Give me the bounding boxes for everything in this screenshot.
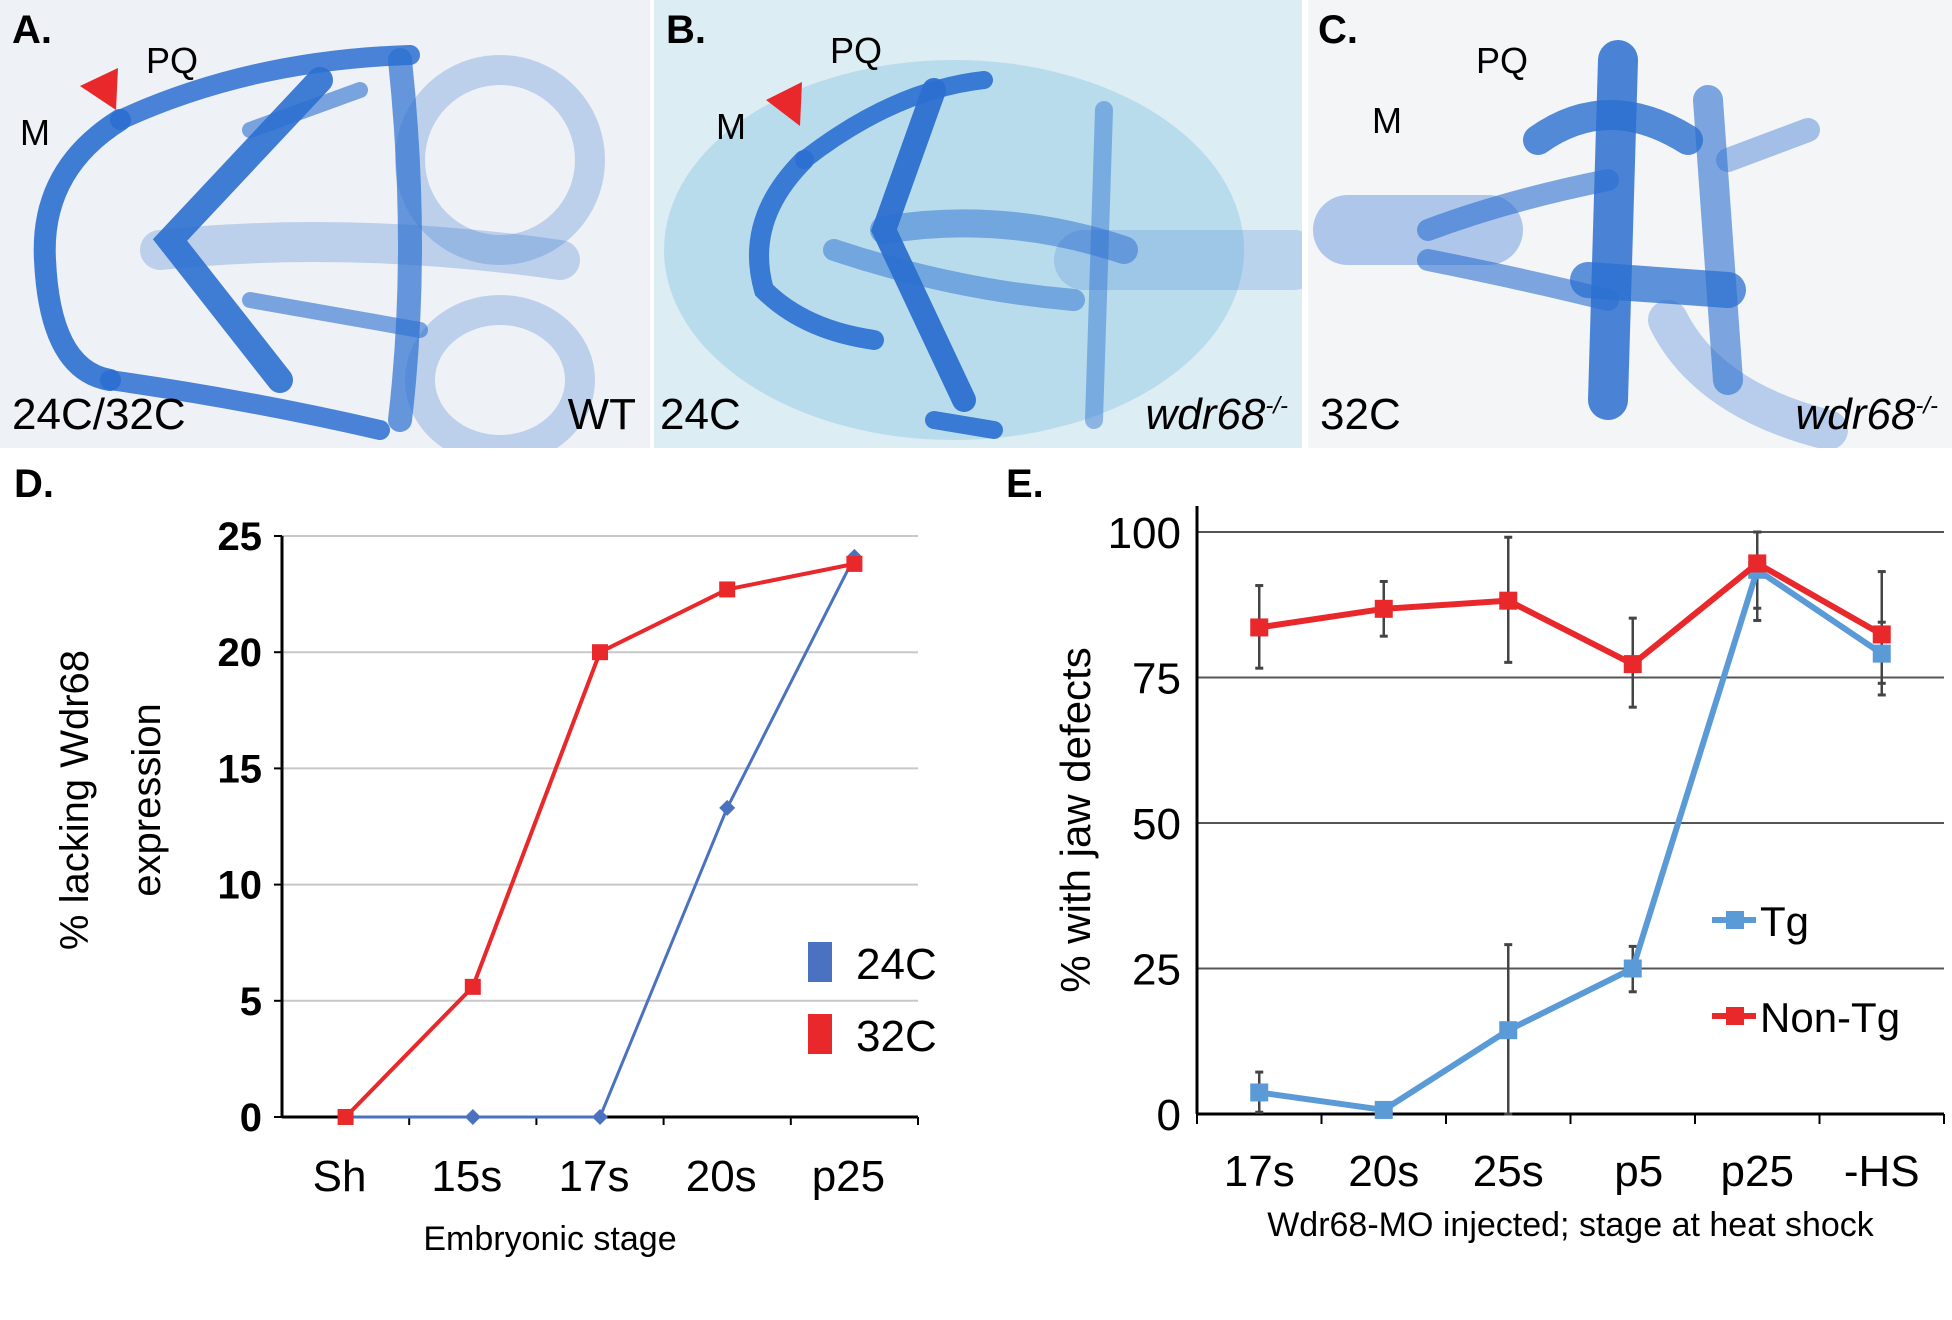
data-point-32C <box>846 555 863 572</box>
x-tick-label: p25 <box>1721 1147 1794 1196</box>
red-arrowhead-icon <box>80 68 118 110</box>
chart-d: 0 5 10 15 20 25 Sh 15s 17s 20s p25 Embryonic stage%… <box>53 515 937 1258</box>
y-axis-title: % lacking Wdr68 <box>53 650 97 950</box>
series-line-Tg <box>1258 565 1884 1114</box>
data-point-Tg <box>1623 959 1642 978</box>
data-point-Non-Tg <box>1872 625 1891 644</box>
data-point-32C <box>464 978 481 995</box>
y-tick-label: 50 <box>1132 800 1181 849</box>
data-point-Non-Tg <box>1623 655 1642 674</box>
legend-swatch-32C <box>808 1014 832 1054</box>
y-tick-label: 75 <box>1132 655 1181 704</box>
data-point-32C <box>337 1109 354 1125</box>
genotype-base: wdr68 <box>1145 390 1266 439</box>
series-line-Non-Tg <box>1258 559 1884 668</box>
x-tick-label: 25s <box>1473 1147 1544 1196</box>
m-label: M <box>20 112 50 153</box>
condition-label: 24C/32C <box>12 390 186 439</box>
legend-marker-Non-Tg <box>1726 1007 1744 1025</box>
x-tick-label: -HS <box>1844 1147 1920 1196</box>
panel-label-d: D. <box>14 462 54 506</box>
red-arrowhead-icon <box>766 82 802 126</box>
legend-label-Tg: Tg <box>1760 898 1809 945</box>
pq-label: PQ <box>146 40 199 81</box>
data-point-Non-Tg <box>1748 554 1767 573</box>
panel-label-c: C. <box>1318 8 1358 52</box>
m-label: M <box>716 106 746 147</box>
y-axis-title: expression <box>125 703 169 896</box>
panel-label-b: B. <box>666 8 706 52</box>
data-point-24C <box>464 1109 481 1125</box>
x-tick-label: Sh <box>313 1152 367 1201</box>
genotype-superscript: -/- <box>1265 392 1288 420</box>
y-tick-label: 25 <box>1132 946 1181 995</box>
x-tick-label: p5 <box>1614 1147 1663 1196</box>
condition-label: 24C <box>660 390 741 439</box>
panel-a-micrograph: A. PQ M 24C/32C WT <box>0 0 650 448</box>
panel-b-micrograph: B. PQ M 24C wdr68-/- <box>654 0 1302 448</box>
x-axis-title: Wdr68-MO injected; stage at heat shock <box>1267 1206 1875 1244</box>
y-tick-label: 25 <box>218 515 263 559</box>
data-point-32C <box>592 644 608 661</box>
pq-label: PQ <box>830 30 883 71</box>
y-tick-label: 0 <box>1157 1091 1181 1140</box>
legend-label-Non-Tg: Non-Tg <box>1760 994 1900 1041</box>
x-tick-label: 17s <box>559 1152 630 1201</box>
y-tick-label: 5 <box>240 980 262 1024</box>
y-tick-label: 10 <box>218 864 263 908</box>
genotype-superscript: -/- <box>1915 392 1938 420</box>
cartilage-stain-image-c <box>1313 40 1848 448</box>
x-tick-label: 20s <box>686 1152 757 1201</box>
data-point-Tg <box>1250 1083 1269 1102</box>
panel-label-e: E. <box>1006 462 1044 506</box>
legend-label-32C: 32C <box>856 1012 937 1061</box>
cartilage-stain-image-b <box>664 60 1302 440</box>
data-point-Non-Tg <box>1374 599 1393 618</box>
data-point-Tg <box>1499 1021 1518 1040</box>
genotype-base: wdr68 <box>1795 390 1916 439</box>
x-axis-title: Embryonic stage <box>423 1220 676 1258</box>
x-tick-label: p25 <box>812 1152 885 1201</box>
genotype-label: wdr68-/- <box>1796 390 1939 440</box>
x-tick-label: 15s <box>431 1152 502 1201</box>
data-point-32C <box>719 581 736 598</box>
data-point-Tg <box>1374 1100 1393 1119</box>
y-tick-label: 20 <box>218 631 263 675</box>
legend-label-24C: 24C <box>856 940 937 989</box>
legend-marker-Tg <box>1726 911 1744 929</box>
genotype-label: wdr68-/- <box>1146 390 1289 440</box>
data-point-24C <box>592 1109 608 1125</box>
genotype-label: WT <box>567 390 636 439</box>
y-tick-label: 100 <box>1108 509 1181 558</box>
panel-c-micrograph: C. PQ M 32C wdr68-/- <box>1308 0 1952 448</box>
y-tick-label: 0 <box>240 1096 262 1140</box>
data-point-24C <box>719 799 736 816</box>
x-tick-label: 17s <box>1224 1147 1295 1196</box>
data-point-Non-Tg <box>1499 591 1518 610</box>
y-axis-title: % with jaw defects <box>1052 647 1099 992</box>
panel-label-a: A. <box>12 8 52 52</box>
condition-label: 32C <box>1320 390 1401 439</box>
data-point-Tg <box>1872 644 1891 663</box>
m-label: M <box>1372 100 1402 141</box>
y-tick-label: 15 <box>218 747 263 791</box>
cartilage-stain-image-a <box>33 45 605 448</box>
pq-label: PQ <box>1476 40 1529 81</box>
x-tick-label: 20s <box>1348 1147 1419 1196</box>
legend-swatch-24C <box>808 942 832 982</box>
data-point-Non-Tg <box>1250 618 1269 637</box>
